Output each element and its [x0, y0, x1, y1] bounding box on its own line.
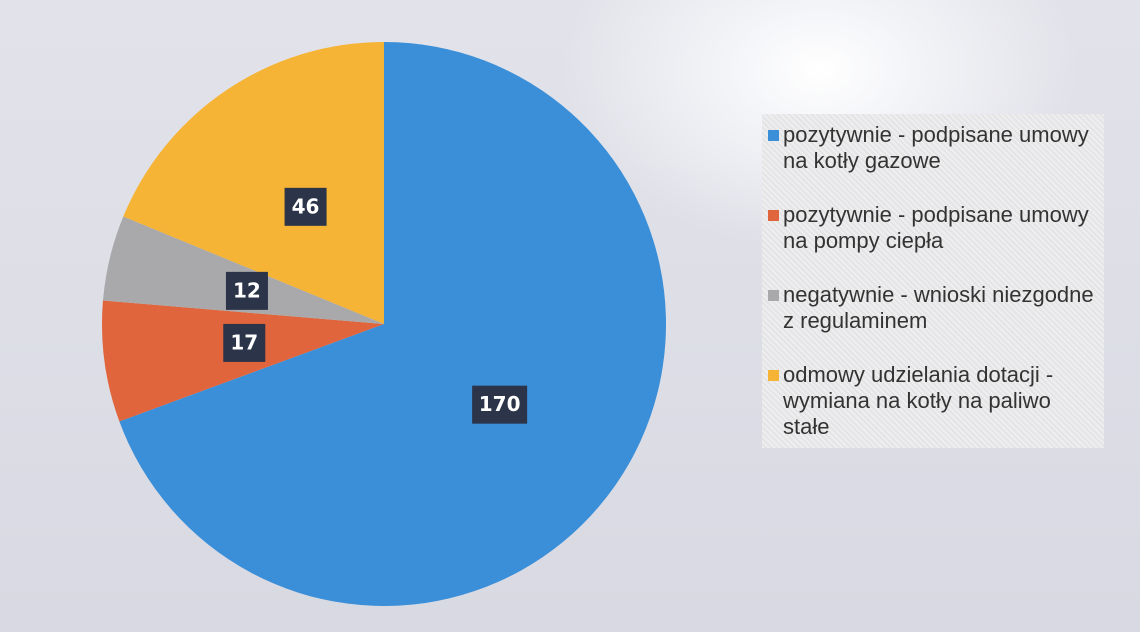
legend-item: odmowy udzielania dotacji - wymiana na k…: [768, 362, 1098, 440]
data-label-box: [284, 187, 327, 226]
legend-item: pozytywnie - podpisane umowy na kotły ga…: [768, 122, 1098, 174]
data-label: 17: [230, 330, 258, 354]
pie-slice: [123, 42, 384, 324]
data-label: 46: [292, 194, 320, 218]
data-label-box: [223, 323, 266, 362]
legend-label: pozytywnie - podpisane umowy na kotły ga…: [783, 122, 1089, 173]
data-label-box: [472, 385, 528, 424]
pie-slice: [102, 216, 385, 324]
legend-swatch: [768, 370, 779, 381]
legend-item: negatywnie - wnioski niezgodne z regulam…: [768, 282, 1098, 334]
data-label: 170: [479, 392, 521, 416]
data-label-box: [225, 271, 268, 310]
legend-label: odmowy udzielania dotacji - wymiana na k…: [783, 362, 1054, 439]
legend-label: pozytywnie - podpisane umowy na pompy ci…: [783, 202, 1089, 253]
data-label: 12: [233, 278, 261, 302]
legend-item: pozytywnie - podpisane umowy na pompy ci…: [768, 202, 1098, 254]
legend-swatch: [768, 130, 779, 141]
pie-slice: [119, 42, 666, 606]
legend: pozytywnie - podpisane umowy na kotły ga…: [762, 114, 1104, 448]
legend-label: negatywnie - wnioski niezgodne z regulam…: [783, 282, 1094, 333]
legend-swatch: [768, 290, 779, 301]
legend-swatch: [768, 210, 779, 221]
